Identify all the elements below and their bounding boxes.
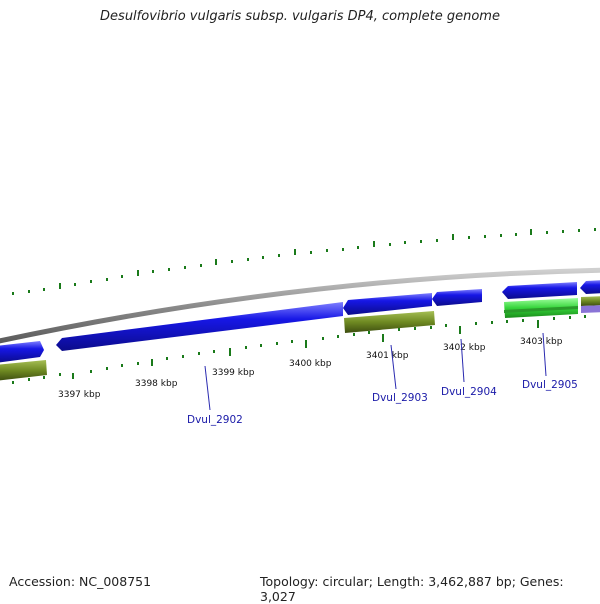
cds-arrow <box>580 280 600 294</box>
upper-tick-ring <box>12 228 596 295</box>
tick-label: 3397 kbp <box>58 390 101 400</box>
tick-labels: 3397 kbp 3398 kbp 3399 kbp 3400 kbp 3401… <box>58 337 563 400</box>
gene-block <box>344 311 435 333</box>
gene-block <box>581 296 600 306</box>
lower-tick-ring <box>12 315 586 384</box>
gene-labels: Dvul_2902 Dvul_2903 Dvul_2904 Dvul_2905 <box>187 379 578 426</box>
tick-label: 3398 kbp <box>135 379 178 389</box>
map-title: Desulfovibrio vulgaris subsp. vulgaris D… <box>100 9 500 24</box>
gene-track <box>0 296 600 381</box>
gene-label-dvul-2902[interactable]: Dvul_2902 <box>187 414 243 426</box>
cds-arrow <box>56 302 343 351</box>
tick-label: 3403 kbp <box>520 337 563 347</box>
genome-backbone <box>0 267 600 344</box>
cds-arrow <box>343 293 432 315</box>
cds-arrow <box>0 341 44 363</box>
gene-label-dvul-2903[interactable]: Dvul_2903 <box>372 392 428 404</box>
cds-arrow <box>432 289 482 306</box>
tick-label: 3400 kbp <box>289 359 332 369</box>
tick-label: 3401 kbp <box>366 351 409 361</box>
cds-track-forward <box>0 280 600 363</box>
gene-label-dvul-2905[interactable]: Dvul_2905 <box>522 379 578 391</box>
gene-block <box>581 305 600 313</box>
gene-leader-lines <box>204 332 547 411</box>
cds-arrow <box>502 282 577 299</box>
gene-block <box>0 360 47 381</box>
accession-text: Accession: NC_008751 <box>9 574 152 589</box>
gene-label-dvul-2904[interactable]: Dvul_2904 <box>441 386 497 398</box>
gene-block <box>504 306 578 313</box>
tick-label: 3399 kbp <box>212 368 255 378</box>
tick-label: 3402 kbp <box>443 343 486 353</box>
